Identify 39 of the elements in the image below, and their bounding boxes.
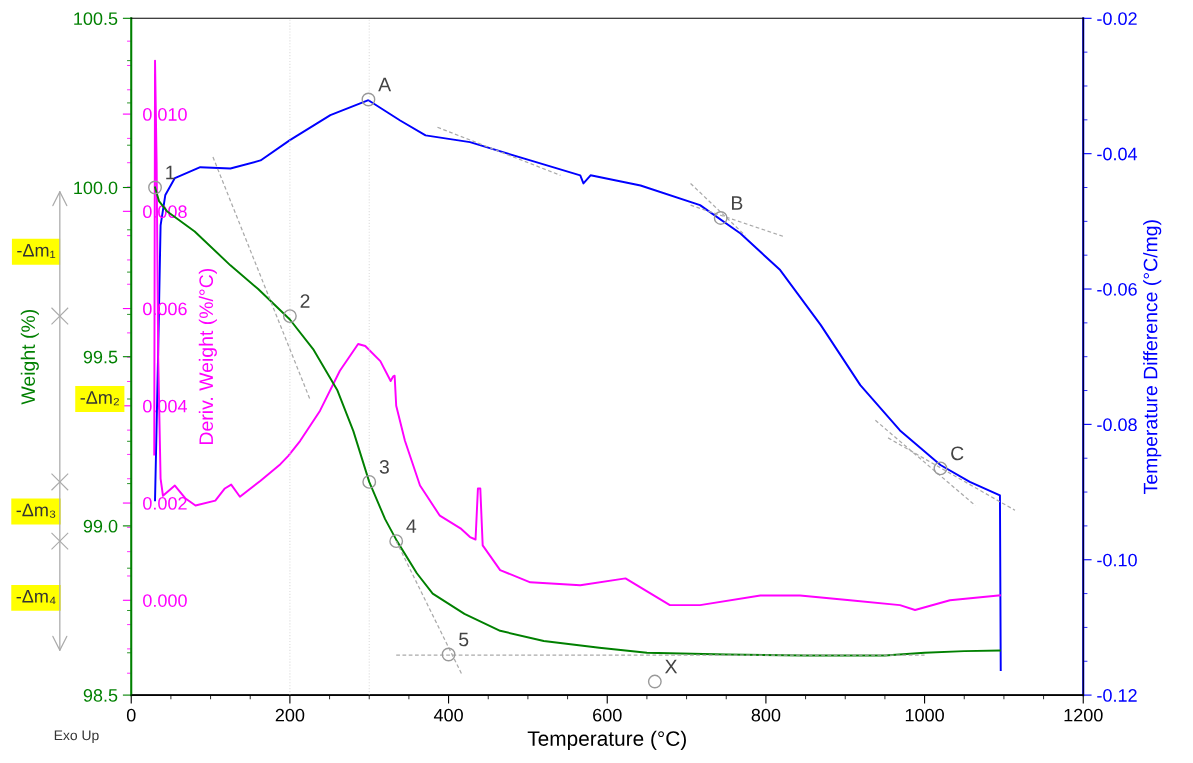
y3-tick-label: 0.000	[143, 594, 187, 608]
y2-tick-label: -0.06	[1097, 282, 1137, 296]
x-tick-label: 400	[433, 708, 463, 722]
x-tick-label: 1000	[905, 708, 944, 722]
y-tick-label: 99.5	[83, 350, 118, 364]
x-tick-label: 1200	[1064, 708, 1103, 722]
x-axis-title: Temperature (°C)	[527, 730, 686, 751]
y2-tick-label: -0.02	[1097, 12, 1137, 26]
y2-tick-label: -0.12	[1097, 689, 1137, 702]
y2-tick-label: -0.08	[1097, 418, 1137, 432]
annotation: C	[951, 446, 964, 461]
x-tick-label: 800	[751, 708, 781, 722]
text: -Δm₄	[16, 590, 56, 605]
x-tick-label: 600	[593, 708, 622, 722]
text: -Δm₁	[17, 244, 56, 259]
annotation: 3	[379, 460, 389, 474]
x-tick-label: 0	[126, 708, 136, 722]
y-tick-label: 99.0	[83, 519, 118, 533]
annotation: B	[732, 196, 743, 210]
y2-axis-title: Temperature Difference (°C/mg)	[1143, 220, 1162, 494]
y2-tick-label: -0.04	[1097, 147, 1138, 161]
annotation: 2	[300, 294, 310, 308]
annotation: A	[378, 77, 392, 92]
point	[389, 534, 404, 549]
annotation: 5	[459, 632, 469, 647]
annotation: 4	[406, 519, 417, 533]
y3-axis-title: Deriv. Weight (%/°C)	[198, 269, 217, 444]
y-axis-title: Weight (%)	[20, 310, 39, 405]
y-tick-label: 100.0	[74, 181, 118, 195]
y3-tick-label: 0.002	[143, 496, 187, 510]
x-tick-label: 200	[275, 708, 305, 722]
annotation: 1	[166, 165, 175, 180]
text: -Δm₂	[80, 391, 119, 406]
y2-tick-label: -0.10	[1097, 553, 1137, 567]
y-tick-label: 100.5	[74, 12, 118, 26]
annotation: X	[665, 659, 678, 674]
text: Exo Up	[54, 730, 99, 743]
y-tick-label: 98.5	[83, 689, 118, 702]
text: -Δm₃	[16, 503, 56, 518]
